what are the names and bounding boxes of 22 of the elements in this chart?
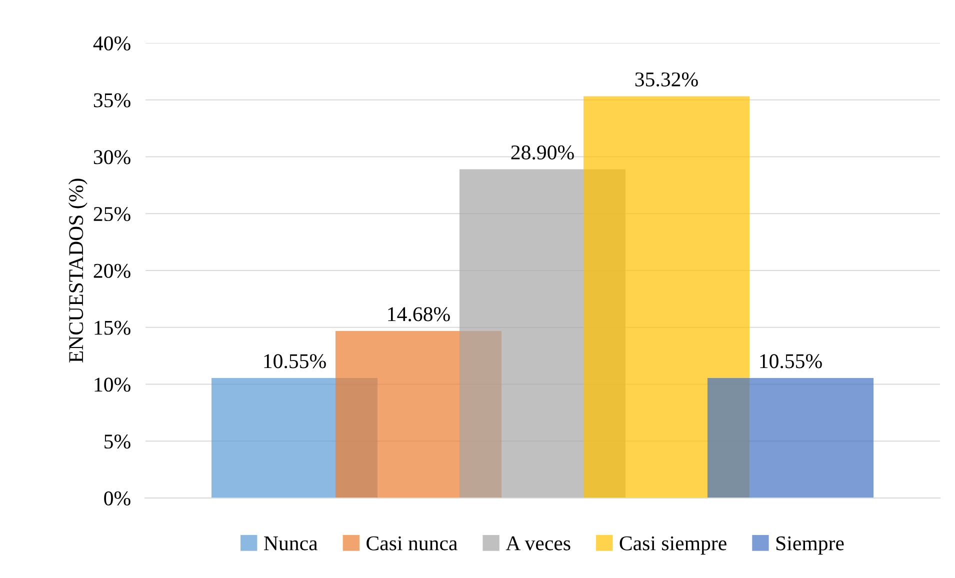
y-tick-label: 0%	[104, 491, 130, 506]
y-tick-label: 40%	[93, 36, 130, 50]
data-label: 35.32%	[635, 72, 698, 87]
y-tick-label: 35%	[94, 93, 130, 108]
y-tick-label: 5%	[104, 434, 130, 449]
data-label: 10.55%	[264, 354, 326, 368]
legend-label: Siempre	[776, 536, 844, 555]
legend-label: A veces	[506, 536, 570, 550]
y-tick-label: 15%	[94, 320, 130, 335]
y-axis-title: ENCUESTADOS (%)	[68, 178, 88, 363]
bar	[708, 378, 874, 498]
data-label: 10.55%	[760, 354, 822, 368]
legend-label: Casi nunca	[366, 536, 458, 550]
bar	[584, 96, 750, 498]
data-label: 14.68%	[388, 307, 450, 322]
legend-label: Nunca	[264, 536, 318, 550]
legend-label: Casi siempre	[620, 536, 726, 555]
y-tick-label: 10%	[94, 378, 130, 392]
data-label: 28.90%	[511, 145, 574, 160]
y-tick-label: 20%	[94, 264, 130, 278]
y-tick-label: 25%	[94, 207, 130, 222]
y-tick-label: 30%	[94, 150, 130, 164]
